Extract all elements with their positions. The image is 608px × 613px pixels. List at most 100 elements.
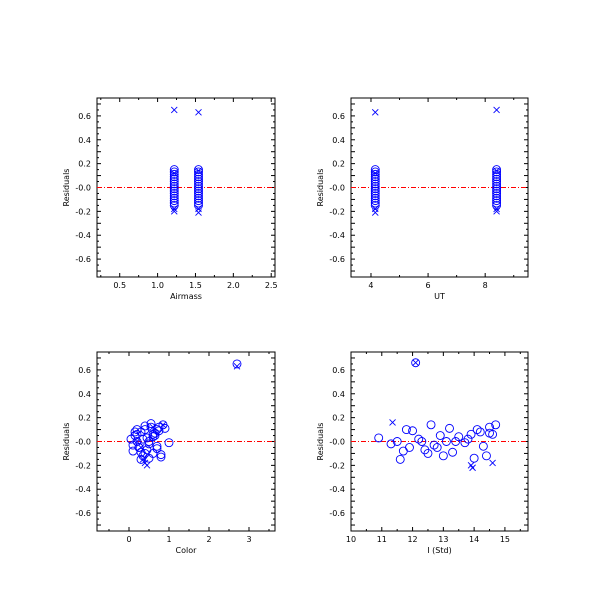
x-tick-label: 8 xyxy=(483,281,488,290)
data-point-x-stroke xyxy=(489,459,496,467)
x-tick-label: 6 xyxy=(426,281,431,290)
y-tick-label: -0.4 xyxy=(75,485,91,494)
data-point-circle xyxy=(156,452,166,462)
x-tick-label: 0.5 xyxy=(113,281,126,290)
data-point-x-stroke xyxy=(139,456,147,463)
y-tick-label: 0.4 xyxy=(332,136,345,145)
data-point-circle xyxy=(232,359,242,369)
y-tick-label: -0.4 xyxy=(329,485,345,494)
data-point-circle xyxy=(432,443,442,452)
residual-panel-1: -0.6 -0.4 -0.2 -0.0 0.2 0.4 0.6 0.5 1.0 1.5 2.0 2.5… xyxy=(62,97,278,301)
data-point-circle xyxy=(370,169,380,179)
residual-panel-3: -0.6 -0.4 -0.2 -0.0 0.2 0.4 0.6 0 1 2 3 Color Residu… xyxy=(62,351,276,555)
y-tick-label: 0.2 xyxy=(78,414,91,423)
data-point-circle xyxy=(169,167,179,177)
data-point-circle xyxy=(169,184,179,194)
data-point-circle xyxy=(194,198,203,208)
x-tick-label: 14 xyxy=(469,535,479,544)
x-tick-label: 2 xyxy=(206,535,211,544)
data-point-circle xyxy=(169,177,179,186)
y-tick-label: -0.2 xyxy=(329,207,345,216)
y-tick-label: 0.2 xyxy=(332,414,345,423)
data-point-x xyxy=(195,209,202,216)
data-point-circle xyxy=(417,437,427,446)
residual-panel-4: -0.6 -0.4 -0.2 -0.0 0.2 0.4 0.6 10 11 12 13 14 15 I (… xyxy=(316,351,529,555)
y-tick-label: -0.0 xyxy=(329,184,345,193)
data-point-circle xyxy=(492,189,502,198)
data-point-circle xyxy=(478,441,488,451)
data-point-circle xyxy=(491,420,501,430)
x-tick-label: 2.5 xyxy=(265,281,278,290)
data-point-circle xyxy=(411,358,421,368)
data-point-x-stroke xyxy=(149,423,157,431)
data-point-circle xyxy=(492,186,502,196)
x-axis-label: Color xyxy=(176,546,198,555)
data-point-x xyxy=(149,423,157,431)
data-point-circle xyxy=(194,167,203,177)
data-point-circle xyxy=(194,174,203,184)
data-point-circle xyxy=(169,186,179,196)
data-point-circle xyxy=(132,425,142,435)
data-point-circle xyxy=(136,447,146,457)
data-point-circle xyxy=(144,437,154,446)
data-point-x xyxy=(170,208,178,215)
x-tick-label: 1.5 xyxy=(189,281,202,290)
data-point-circle xyxy=(194,172,203,182)
data-point-x xyxy=(170,106,178,114)
x-tick-label: 2.0 xyxy=(227,281,240,290)
data-point-circle xyxy=(370,184,380,194)
data-point-circle xyxy=(492,191,502,201)
data-point-circle xyxy=(492,172,502,182)
y-tick-label: 0.6 xyxy=(332,366,345,375)
data-point-circle xyxy=(194,186,203,196)
data-point-circle xyxy=(466,429,476,439)
y-axis-label: Residuals xyxy=(316,169,325,207)
data-point-x xyxy=(469,464,476,472)
data-point-x-stroke xyxy=(467,462,475,469)
data-point-circle xyxy=(146,419,156,429)
y-tick-label: -0.6 xyxy=(329,255,345,264)
data-point-x xyxy=(137,444,145,451)
data-point-circle xyxy=(128,440,138,450)
data-point-circle xyxy=(492,174,502,184)
data-point-circle xyxy=(194,189,203,198)
data-point-circle xyxy=(414,434,424,444)
data-point-circle xyxy=(448,447,458,457)
data-point-circle xyxy=(370,177,380,186)
data-point-x-stroke xyxy=(170,208,178,215)
data-point-circle xyxy=(386,439,396,449)
data-point-circle xyxy=(463,434,473,444)
y-tick-label: 0.4 xyxy=(332,390,345,399)
data-point-circle xyxy=(481,451,491,461)
y-tick-label: -0.4 xyxy=(75,231,91,240)
data-point-circle xyxy=(492,181,502,191)
data-point-circle xyxy=(370,186,380,196)
x-axis-label: UT xyxy=(434,292,445,301)
data-point-x-stroke xyxy=(469,464,476,472)
data-point-x-stroke xyxy=(133,438,141,445)
data-point-x xyxy=(493,205,500,213)
x-tick-label: 1 xyxy=(166,535,171,544)
data-point-circle xyxy=(140,421,150,431)
data-point-circle xyxy=(136,454,146,464)
data-point-x-stroke xyxy=(493,205,500,213)
data-point-x xyxy=(170,169,178,177)
data-point-circle xyxy=(194,184,203,194)
data-point-x-stroke xyxy=(195,167,202,175)
data-point-x xyxy=(412,359,419,367)
y-tick-label: -0.6 xyxy=(75,255,91,264)
data-point-circle xyxy=(370,181,380,191)
data-point-x-stroke xyxy=(493,167,500,175)
data-point-circle xyxy=(492,179,502,189)
data-point-x-stroke xyxy=(493,106,500,114)
data-point-circle xyxy=(194,196,203,206)
data-point-circle xyxy=(194,191,203,201)
data-point-circle xyxy=(405,443,414,452)
data-point-circle xyxy=(429,440,439,450)
data-point-x xyxy=(195,109,202,116)
data-point-x xyxy=(371,109,379,116)
data-point-circle xyxy=(154,422,164,432)
data-point-circle xyxy=(169,181,179,191)
data-point-circle xyxy=(454,432,464,442)
data-point-x xyxy=(233,363,241,370)
